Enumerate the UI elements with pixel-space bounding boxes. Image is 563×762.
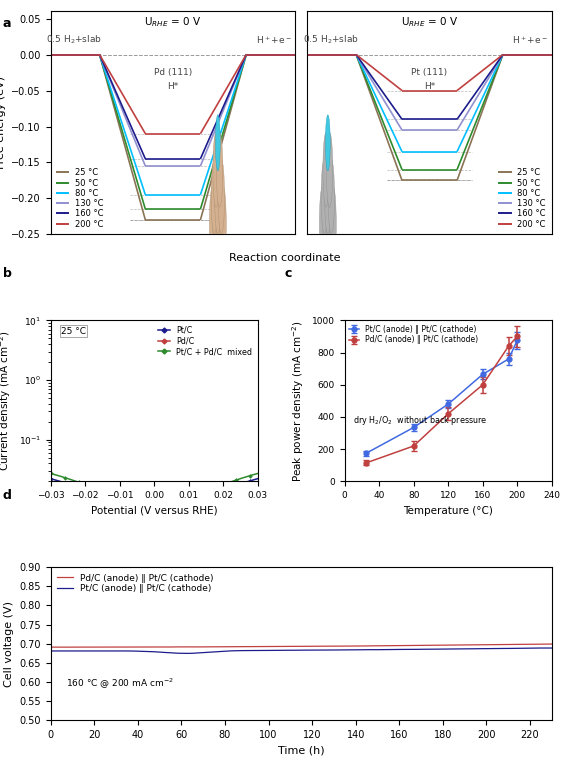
Y-axis label: Peak power density (mA cm$^{-2}$): Peak power density (mA cm$^{-2}$) bbox=[291, 320, 306, 482]
Pt/C (anode) ‖ Pt/C (cathode) bbox=[104, 646, 111, 655]
Circle shape bbox=[213, 133, 219, 207]
Circle shape bbox=[325, 159, 331, 234]
Pt/C (anode) ‖ Pt/C (cathode) bbox=[485, 644, 491, 653]
Pd/C (anode) ‖ Pt/C (cathode) bbox=[62, 642, 69, 652]
Line: Pt/C (anode) ‖ Pt/C (cathode): Pt/C (anode) ‖ Pt/C (cathode) bbox=[51, 648, 552, 654]
Circle shape bbox=[218, 159, 225, 234]
Pd/C (anode) ‖ Pt/C (cathode) bbox=[485, 640, 491, 649]
Text: 0.5 H$_2$+slab: 0.5 H$_2$+slab bbox=[46, 34, 102, 46]
X-axis label: Time (h): Time (h) bbox=[278, 745, 324, 755]
Circle shape bbox=[216, 186, 223, 261]
Pt/C (anode) ‖ Pt/C (cathode) bbox=[545, 643, 552, 652]
Text: H*: H* bbox=[167, 82, 178, 91]
Text: H$^+$+e$^-$: H$^+$+e$^-$ bbox=[512, 34, 548, 46]
Pd/C (anode) ‖ Pt/C (cathode) bbox=[105, 642, 111, 652]
Legend: 25 °C, 50 °C, 80 °C, 130 °C, 160 °C, 200 °C: 25 °C, 50 °C, 80 °C, 130 °C, 160 °C, 200… bbox=[497, 167, 548, 230]
Text: 0.5 H$_2$+slab: 0.5 H$_2$+slab bbox=[303, 34, 359, 46]
Text: b: b bbox=[3, 267, 12, 280]
Legend: Pd/C (anode) ‖ Pt/C (cathode), Pt/C (anode) ‖ Pt/C (cathode): Pd/C (anode) ‖ Pt/C (cathode), Pt/C (ano… bbox=[55, 572, 216, 595]
Circle shape bbox=[330, 186, 336, 261]
Y-axis label: Free energy (eV): Free energy (eV) bbox=[0, 76, 6, 169]
Text: U$_{RHE}$ = 0 V: U$_{RHE}$ = 0 V bbox=[144, 15, 202, 30]
Circle shape bbox=[321, 159, 328, 234]
X-axis label: Potential (V versus RHE): Potential (V versus RHE) bbox=[91, 506, 217, 516]
Circle shape bbox=[213, 186, 219, 261]
Text: Pd (111): Pd (111) bbox=[154, 68, 192, 76]
Line: Pd/C (anode) ‖ Pt/C (cathode): Pd/C (anode) ‖ Pt/C (cathode) bbox=[51, 644, 552, 647]
Text: Pt (111): Pt (111) bbox=[412, 68, 448, 76]
Circle shape bbox=[327, 133, 333, 207]
Text: U$_{RHE}$ = 0 V: U$_{RHE}$ = 0 V bbox=[401, 15, 458, 30]
Circle shape bbox=[323, 133, 329, 207]
Pt/C (anode) ‖ Pt/C (cathode) bbox=[240, 646, 247, 655]
Y-axis label: Cell voltage (V): Cell voltage (V) bbox=[4, 600, 14, 687]
X-axis label: Temperature (°C): Temperature (°C) bbox=[403, 506, 493, 516]
Pd/C (anode) ‖ Pt/C (cathode) bbox=[261, 642, 268, 652]
Text: 25 °C: 25 °C bbox=[61, 327, 86, 336]
Circle shape bbox=[216, 133, 223, 207]
Text: 160 °C @ 200 mA cm$^{-2}$: 160 °C @ 200 mA cm$^{-2}$ bbox=[66, 677, 173, 691]
Pd/C (anode) ‖ Pt/C (cathode) bbox=[135, 642, 141, 652]
Text: a: a bbox=[3, 17, 11, 30]
Text: H$^+$+e$^-$: H$^+$+e$^-$ bbox=[256, 34, 292, 46]
Text: H*: H* bbox=[424, 82, 435, 91]
Text: c: c bbox=[284, 267, 292, 280]
Circle shape bbox=[325, 115, 330, 171]
Pt/C (anode) ‖ Pt/C (cathode) bbox=[261, 645, 268, 655]
Circle shape bbox=[319, 186, 326, 261]
Text: d: d bbox=[3, 489, 12, 502]
Text: dry H$_2$/O$_2$  without back pressure: dry H$_2$/O$_2$ without back pressure bbox=[353, 414, 488, 427]
Circle shape bbox=[220, 186, 226, 261]
Pd/C (anode) ‖ Pt/C (cathode) bbox=[539, 639, 546, 648]
Circle shape bbox=[327, 186, 333, 261]
Circle shape bbox=[209, 186, 216, 261]
Y-axis label: Current density (mA cm$^{-2}$): Current density (mA cm$^{-2}$) bbox=[0, 331, 13, 471]
Pd/C (anode) ‖ Pt/C (cathode) bbox=[240, 642, 247, 652]
Circle shape bbox=[328, 159, 334, 234]
Pd/C (anode) ‖ Pt/C (cathode) bbox=[546, 639, 553, 648]
Circle shape bbox=[211, 159, 217, 234]
Circle shape bbox=[215, 159, 221, 234]
Pt/C (anode) ‖ Pt/C (cathode) bbox=[182, 649, 189, 658]
Legend: 25 °C, 50 °C, 80 °C, 130 °C, 160 °C, 200 °C: 25 °C, 50 °C, 80 °C, 130 °C, 160 °C, 200… bbox=[55, 167, 105, 230]
Pt/C (anode) ‖ Pt/C (cathode) bbox=[47, 646, 54, 655]
Pt/C (anode) ‖ Pt/C (cathode) bbox=[134, 646, 141, 655]
Circle shape bbox=[323, 186, 329, 261]
Pd/C (anode) ‖ Pt/C (cathode) bbox=[548, 639, 555, 648]
Circle shape bbox=[216, 115, 220, 171]
Text: Reaction coordinate: Reaction coordinate bbox=[229, 253, 340, 263]
Pt/C (anode) ‖ Pt/C (cathode) bbox=[548, 643, 555, 652]
Legend: Pt/C (anode) ‖ Pt/C (cathode), Pd/C (anode) ‖ Pt/C (cathode): Pt/C (anode) ‖ Pt/C (cathode), Pd/C (ano… bbox=[348, 324, 479, 345]
Pd/C (anode) ‖ Pt/C (cathode) bbox=[47, 642, 54, 652]
Pt/C (anode) ‖ Pt/C (cathode) bbox=[539, 643, 546, 652]
Legend: Pt/C, Pd/C, Pt/C + Pd/C  mixed: Pt/C, Pd/C, Pt/C + Pd/C mixed bbox=[157, 325, 254, 358]
